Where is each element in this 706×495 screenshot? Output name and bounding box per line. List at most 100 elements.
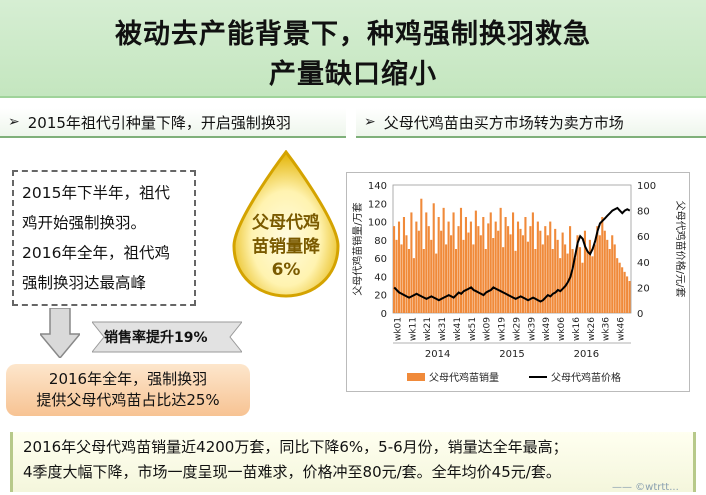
sales-bar (417, 230, 420, 313)
sales-bar (464, 217, 468, 313)
sales-bar (435, 253, 438, 313)
sales-bar (432, 203, 435, 313)
bullet-arrow-icon: ➢ (8, 114, 20, 130)
summary-line: 2016年父母代鸡苗销量近4200万套，同比下降6%，5-6月份，销量达全年最高… (23, 438, 568, 456)
summary-box: 2016年父母代鸡苗销量近4200万套，同比下降6%，5-6月份，销量达全年最高… (10, 432, 696, 492)
y-right-tick-label: 80 (637, 207, 650, 218)
left-section-heading: ➢ 2015年祖代引种量下降，开启强制换羽 (0, 108, 346, 138)
down-arrow-icon (40, 308, 80, 358)
x-tick-label: wk11 (408, 317, 418, 341)
sales-bar (499, 207, 502, 313)
result-line: 提供父母代鸡苗占比达25% (36, 391, 220, 409)
sales-bar (504, 217, 507, 313)
sales-bar (628, 281, 631, 313)
sales-bar (561, 232, 564, 313)
sales-bar (482, 217, 485, 313)
x-tick-label: wk51 (468, 317, 478, 341)
sales-bar (512, 212, 515, 313)
sales-bar (407, 249, 410, 313)
sales-bar (474, 210, 477, 313)
sales-bar (454, 249, 458, 313)
sales-bar (591, 256, 594, 313)
molting-info-box: 2015年下半年，祖代 鸡开始强制换羽。 2016年全年，祖代鸡 强制换羽达最高… (12, 170, 196, 306)
sales-bar (437, 217, 440, 313)
sales-bar (395, 239, 398, 313)
sales-bar (479, 235, 482, 313)
x-tick-label: wk31 (438, 317, 448, 341)
sales-bar (606, 239, 609, 313)
sales-bar (422, 249, 425, 313)
sales-bar (581, 262, 584, 313)
result-line: 2016年全年，强制换羽 (48, 370, 208, 388)
x-tick-label: wk01 (393, 317, 403, 341)
x-tick-label: wk26 (587, 317, 597, 341)
sales-bar (598, 235, 601, 313)
sales-bar (601, 217, 604, 313)
sales-bar (616, 258, 619, 313)
sales-bar (440, 230, 443, 313)
sales-bar (502, 247, 505, 313)
year-label: 2016 (574, 349, 599, 360)
sales-bar (608, 249, 611, 313)
x-tick-label: wk19 (498, 317, 508, 341)
sales-price-chart: 0 20 40 60 80 100 120 140 0 20 40 60 80 100 父母代鸡苗销量/万套… (351, 181, 687, 384)
sales-bar (611, 235, 614, 313)
sales-bar (412, 258, 415, 313)
sales-bar (477, 226, 480, 313)
sales-bar (618, 262, 621, 313)
sales-bar (459, 207, 463, 313)
sales-bar (425, 212, 428, 313)
x-tick-label: wk29 (512, 317, 522, 341)
left-heading-text: 2015年祖代引种量下降，开启强制换羽 (27, 113, 291, 132)
sales-bar (427, 226, 430, 313)
y-left-tick-label: 140 (368, 181, 387, 192)
drop-text-line: 父母代鸡 (252, 213, 320, 233)
sales-rate-label: 销售率提升19% (104, 330, 208, 346)
sales-bar (420, 198, 423, 313)
sales-bar (393, 226, 396, 313)
sales-bar (534, 249, 537, 313)
sales-bar (445, 244, 448, 313)
sales-bar (556, 239, 559, 313)
sales-bar (450, 235, 453, 313)
y-left-axis-label: 父母代鸡苗销量/万套 (351, 202, 364, 295)
y-right-tick-label: 60 (637, 232, 650, 243)
summary-line: 4季度大幅下降，市场一度呈现一苗难求，价格冲至80元/套。全年均价45元/套。 (23, 463, 561, 481)
sales-rate-banner (92, 321, 242, 353)
legend-bar-swatch (407, 373, 425, 381)
sales-bar (536, 221, 539, 313)
box-line: 鸡开始强制换羽。 (22, 214, 147, 232)
box-line: 2016年全年，祖代鸡 (22, 244, 170, 262)
sales-bar (526, 241, 529, 313)
gold-drop-icon (232, 150, 340, 298)
right-section-heading: ➢ 父母代鸡苗由买方市场转为卖方市场 (356, 108, 706, 138)
sales-bar (452, 212, 455, 313)
sales-bar (494, 221, 497, 313)
sales-bar (593, 244, 596, 313)
x-tick-label: wk49 (542, 317, 552, 341)
page-title-line-2: 产量缺口缩小 (269, 59, 437, 90)
x-tick-label: wk36 (602, 317, 612, 341)
sales-bar (497, 230, 500, 313)
sales-bar (472, 244, 475, 313)
y-right-tick-label: 40 (637, 258, 650, 269)
sales-bar (400, 244, 403, 313)
sales-bar (569, 226, 572, 313)
sales-bar (559, 258, 562, 313)
sales-bar (578, 247, 582, 313)
y-left-tick-label: 120 (368, 199, 387, 210)
sales-bar (519, 228, 522, 313)
sales-bar (554, 228, 557, 313)
sales-bar (586, 250, 589, 313)
sales-bar (583, 230, 587, 313)
sales-bar (457, 226, 460, 313)
sales-bar (541, 244, 544, 313)
sales-bar (603, 230, 606, 313)
y-right-tick-label: 20 (637, 283, 650, 294)
watermark: —— ©wtrtt... (612, 482, 679, 493)
sales-bar (487, 223, 490, 313)
page-title-line-1: 被动去产能背景下，种鸡强制换羽救急 (115, 19, 591, 50)
sales-bar (507, 226, 510, 313)
legend-bar-label: 父母代鸡苗销量 (429, 371, 499, 384)
sales-bar (462, 239, 465, 313)
